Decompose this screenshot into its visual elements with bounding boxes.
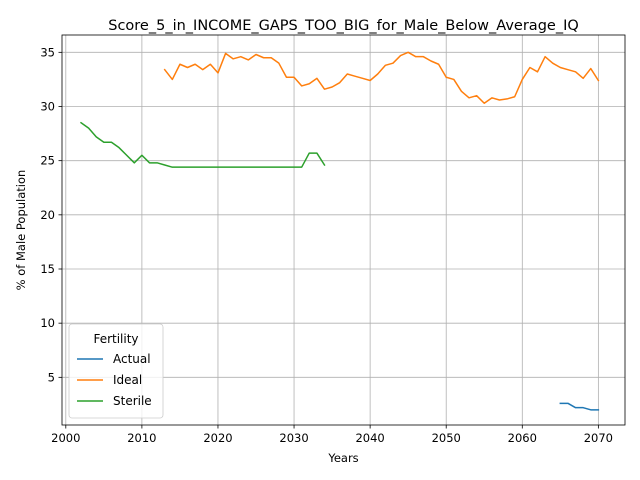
legend-label-sterile: Sterile [113,394,152,408]
x-tick-label: 2000 [51,431,80,445]
y-tick-label: 10 [40,316,55,330]
x-axis-label: Years [327,451,358,465]
legend-label-actual: Actual [113,352,151,366]
series-lines [79,51,600,411]
y-tick-label: 25 [40,154,55,168]
y-tick-label: 20 [40,208,55,222]
y-tick-label: 15 [40,262,55,276]
series-line-sterile [79,121,326,168]
x-tick-label: 2030 [279,431,308,445]
axis-ticks: 2000 2010 2020 2030 2040 2050 2060 2070 5 10 15 20 2… [40,45,613,445]
series-line-actual [559,402,600,411]
y-axis-label: % of Male Population [14,170,28,291]
x-tick-label: 2020 [203,431,232,445]
legend-title: Fertility [93,332,138,346]
legend-label-ideal: Ideal [113,373,142,387]
y-tick-label: 5 [48,370,55,384]
y-tick-label: 30 [40,100,55,114]
x-tick-label: 2040 [355,431,384,445]
axes-frame [61,34,626,426]
legend-box [68,323,164,419]
x-tick-label: 2060 [508,431,537,445]
legend: Fertility Actual Ideal Sterile [68,323,164,419]
x-tick-label: 2050 [432,431,461,445]
x-tick-label: 2070 [584,431,613,445]
chart-title: Score_5_in_INCOME_GAPS_TOO_BIG_for_Male_… [108,18,579,34]
series-line-ideal [163,51,600,104]
y-tick-label: 35 [40,45,55,59]
x-tick-label: 2010 [127,431,156,445]
